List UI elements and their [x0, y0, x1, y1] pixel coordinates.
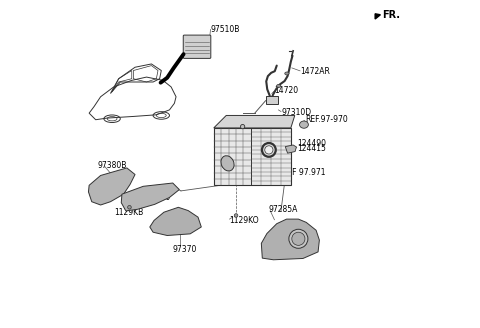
Text: 124415: 124415	[298, 144, 326, 153]
Ellipse shape	[265, 146, 273, 154]
Ellipse shape	[300, 121, 308, 128]
Ellipse shape	[128, 205, 131, 209]
Polygon shape	[121, 183, 180, 211]
Text: 97310D: 97310D	[282, 108, 312, 117]
Text: REF.97-970: REF.97-970	[306, 115, 348, 124]
FancyBboxPatch shape	[214, 128, 291, 185]
Text: 124490: 124490	[298, 139, 326, 148]
FancyBboxPatch shape	[265, 96, 278, 104]
Polygon shape	[150, 207, 201, 236]
Text: 14720: 14720	[275, 86, 299, 95]
Text: 97655A: 97655A	[258, 140, 288, 150]
Polygon shape	[285, 145, 297, 153]
Polygon shape	[375, 14, 380, 19]
Ellipse shape	[221, 156, 234, 171]
Text: 97370: 97370	[173, 245, 197, 255]
Text: REF 97.971: REF 97.971	[282, 168, 325, 177]
Ellipse shape	[262, 143, 276, 157]
Ellipse shape	[240, 124, 245, 129]
Text: 1472AR: 1472AR	[300, 67, 331, 76]
Text: FR.: FR.	[382, 10, 400, 20]
Polygon shape	[88, 168, 135, 205]
Polygon shape	[261, 219, 319, 260]
Ellipse shape	[276, 84, 281, 87]
Polygon shape	[214, 115, 295, 128]
Text: 97510B: 97510B	[210, 25, 240, 34]
Text: 97380B: 97380B	[97, 161, 127, 170]
FancyBboxPatch shape	[183, 35, 211, 58]
Ellipse shape	[292, 232, 305, 245]
Text: 97313: 97313	[225, 145, 250, 154]
Ellipse shape	[289, 229, 308, 248]
Ellipse shape	[285, 72, 289, 75]
Text: 1129KB: 1129KB	[114, 208, 143, 217]
Text: 13098: 13098	[245, 128, 269, 137]
Text: 97010: 97010	[146, 193, 171, 202]
Text: 97285A: 97285A	[269, 205, 298, 214]
Text: 1129KO: 1129KO	[229, 216, 259, 225]
Ellipse shape	[234, 214, 238, 217]
